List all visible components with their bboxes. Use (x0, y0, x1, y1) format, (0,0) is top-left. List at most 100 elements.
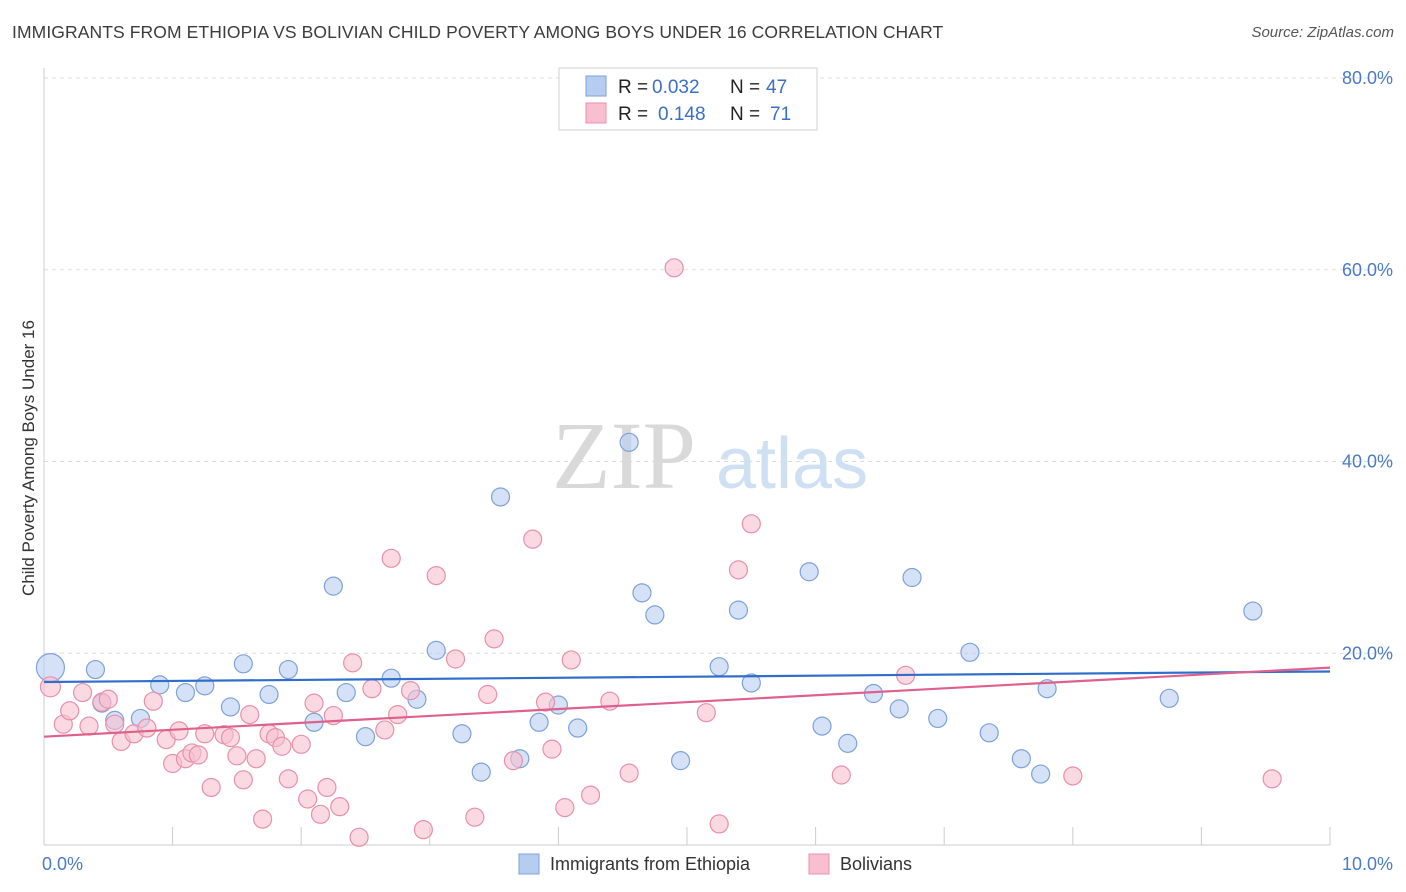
legend-n-label-ethiopia: N = (730, 77, 760, 98)
point-bolivia-4 (79, 716, 99, 736)
point-ethiopia-20 (471, 762, 491, 782)
legend-r-label-bolivia: R = (618, 104, 648, 125)
point-bolivia-52 (523, 529, 543, 549)
series-legend: Immigrants from Ethiopia Bolivians (518, 853, 912, 875)
point-ethiopia-27 (632, 583, 652, 603)
chart-source: Source: ZipAtlas.com (1251, 24, 1394, 41)
point-ethiopia-11 (278, 659, 298, 680)
point-bolivia-32 (298, 789, 318, 809)
point-bolivia-24 (240, 705, 260, 725)
point-bolivia-2 (60, 701, 80, 721)
point-bolivia-6 (98, 689, 118, 709)
point-ethiopia-30 (709, 657, 729, 677)
gridlines (44, 77, 1392, 654)
point-ethiopia-31 (728, 600, 749, 620)
point-bolivia-67 (1063, 766, 1083, 786)
point-ethiopia-37 (889, 699, 909, 719)
point-bolivia-57 (580, 785, 601, 805)
point-bolivia-14 (169, 721, 189, 741)
point-bolivia-44 (400, 681, 421, 701)
y-tick-label-80: 80.0% (1342, 68, 1393, 88)
point-bolivia-7 (105, 714, 125, 734)
point-ethiopia-8 (220, 697, 241, 717)
point-ethiopia-15 (355, 727, 376, 747)
point-ethiopia-42 (1011, 749, 1031, 769)
point-bolivia-42 (381, 548, 401, 568)
point-ethiopia-29 (670, 751, 691, 771)
legend-r-value-bolivia: 0.148 (658, 104, 706, 125)
point-bolivia-41 (375, 720, 395, 740)
point-ethiopia-14 (336, 682, 356, 703)
point-bolivia-43 (388, 705, 408, 725)
point-ethiopia-19 (452, 724, 472, 744)
point-bolivia-60 (664, 258, 684, 278)
point-ethiopia-34 (812, 716, 832, 736)
point-bolivia-3 (72, 682, 93, 703)
point-ethiopia-13 (323, 576, 343, 596)
y-tick-label-60: 60.0% (1342, 260, 1393, 280)
point-bolivia-23 (233, 770, 253, 790)
point-ethiopia-5 (150, 675, 170, 695)
bottom-legend-swatch-bolivia (808, 853, 830, 875)
bottom-legend-label-ethiopia: Immigrants from Ethiopia (550, 854, 751, 874)
point-ethiopia-32 (741, 673, 761, 693)
point-bolivia-31 (291, 734, 311, 754)
trendlines (43, 666, 1331, 738)
point-bolivia-48 (465, 807, 485, 827)
point-ethiopia-46 (1243, 601, 1263, 621)
x-tick-labels: 0.0% 10.0% (42, 854, 1393, 874)
point-ethiopia-28 (645, 605, 665, 625)
watermark-zip: ZIP (552, 402, 696, 509)
point-bolivia-35 (317, 777, 337, 798)
legend-r-value-ethiopia: 0.032 (652, 77, 700, 98)
point-bolivia-30 (278, 769, 298, 789)
legend-swatch-ethiopia (585, 75, 607, 97)
y-tick-label-40: 40.0% (1342, 452, 1393, 472)
point-ethiopia-18 (426, 640, 446, 660)
series-bolivia-points (39, 258, 1282, 847)
legend-n-value-ethiopia: 47 (766, 77, 787, 98)
point-bolivia-34 (310, 804, 331, 824)
point-bolivia-65 (831, 765, 851, 785)
point-bolivia-38 (343, 653, 363, 673)
point-ethiopia-26 (619, 432, 639, 452)
series-ethiopia-points (35, 432, 1263, 784)
point-bolivia-51 (503, 751, 523, 771)
point-bolivia-62 (709, 814, 729, 834)
point-ethiopia-41 (979, 723, 999, 743)
point-bolivia-17 (188, 745, 208, 765)
point-bolivia-56 (561, 650, 581, 670)
y-tick-labels: 20.0% 40.0% 60.0% 80.0% (1342, 68, 1393, 663)
point-ethiopia-21 (490, 487, 511, 507)
point-ethiopia-40 (960, 642, 980, 662)
bottom-legend-label-bolivia: Bolivians (840, 854, 912, 874)
bottom-legend-swatch-ethiopia (518, 853, 540, 875)
point-bolivia-55 (555, 798, 575, 818)
y-tick-label-20: 20.0% (1342, 643, 1393, 663)
trendline-ethiopia (43, 670, 1331, 684)
x-tick-label-0: 0.0% (42, 854, 83, 874)
point-ethiopia-38 (902, 567, 922, 588)
point-ethiopia-43 (1031, 764, 1051, 784)
point-bolivia-10 (137, 718, 157, 738)
point-bolivia-49 (478, 684, 498, 705)
point-bolivia-53 (535, 692, 556, 712)
x-tick-label-1: 10.0% (1342, 854, 1393, 874)
point-bolivia-40 (362, 679, 382, 699)
point-bolivia-47 (445, 649, 466, 669)
point-bolivia-54 (542, 739, 562, 759)
point-bolivia-45 (413, 820, 433, 840)
legend-n-value-bolivia: 71 (770, 104, 791, 125)
watermark-atlas: atlas (716, 424, 868, 504)
point-bolivia-39 (349, 827, 369, 847)
point-bolivia-19 (201, 777, 221, 798)
point-ethiopia-1 (85, 659, 106, 680)
point-ethiopia-6 (175, 682, 196, 703)
chart-title: IMMIGRANTS FROM ETHIOPIA VS BOLIVIAN CHI… (12, 22, 944, 42)
point-ethiopia-33 (799, 562, 819, 582)
point-bolivia-0 (39, 676, 62, 698)
point-ethiopia-35 (838, 733, 858, 753)
point-bolivia-64 (741, 514, 761, 534)
watermark: ZIP atlas (552, 402, 868, 509)
